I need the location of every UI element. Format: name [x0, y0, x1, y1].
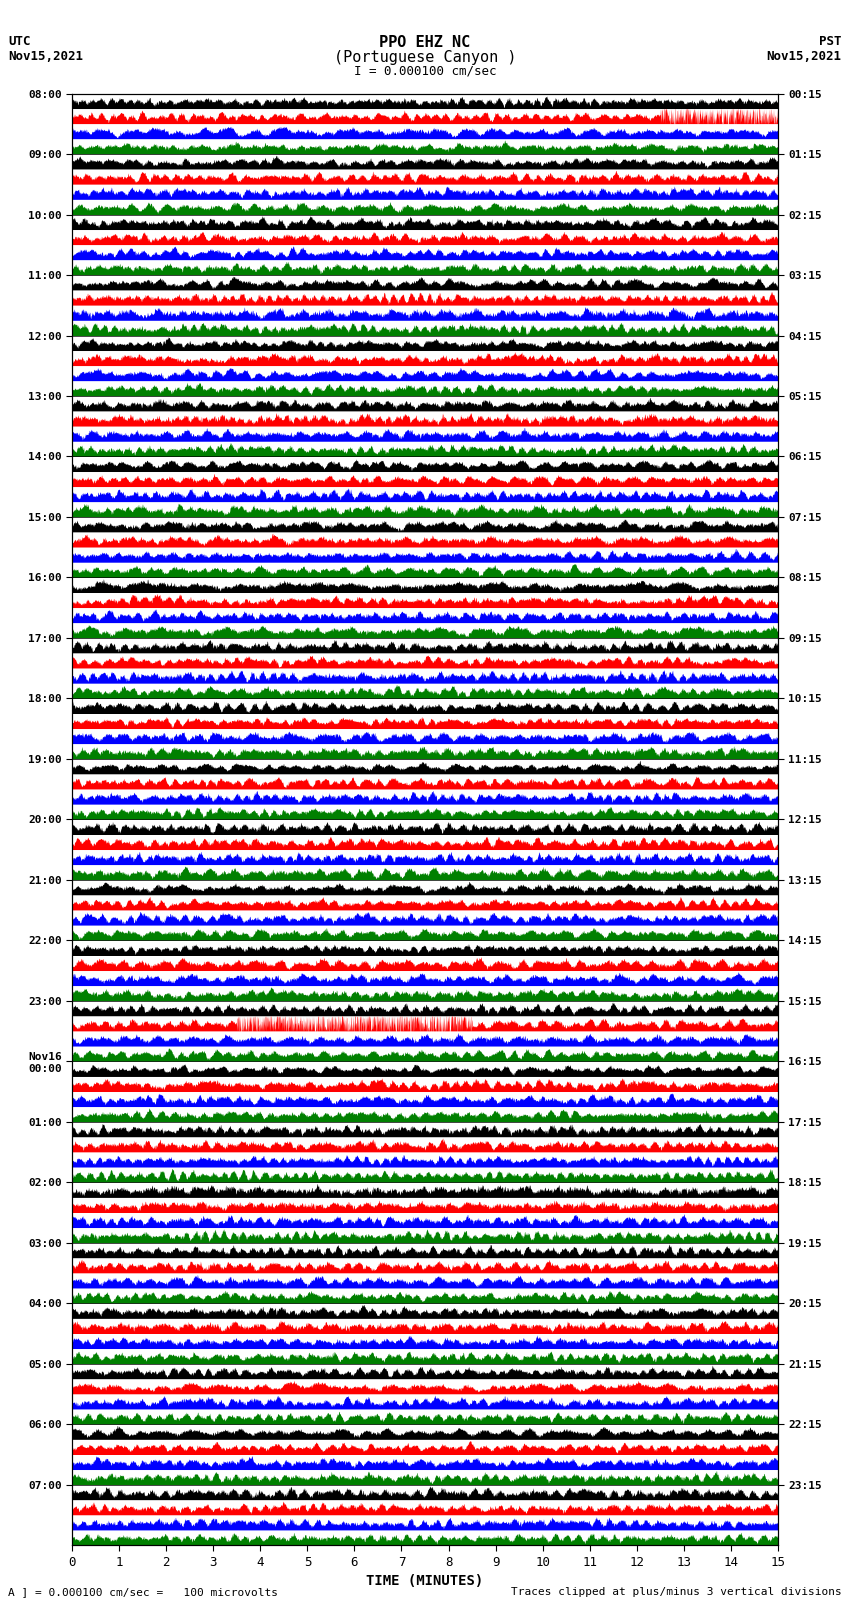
Text: Nov15,2021: Nov15,2021	[8, 50, 83, 63]
Text: Nov15,2021: Nov15,2021	[767, 50, 842, 63]
Text: PST: PST	[819, 35, 842, 48]
Text: I = 0.000100 cm/sec: I = 0.000100 cm/sec	[354, 65, 496, 77]
Text: Traces clipped at plus/minus 3 vertical divisions: Traces clipped at plus/minus 3 vertical …	[511, 1587, 842, 1597]
Text: UTC: UTC	[8, 35, 31, 48]
Text: A ] = 0.000100 cm/sec =   100 microvolts: A ] = 0.000100 cm/sec = 100 microvolts	[8, 1587, 279, 1597]
Text: (Portuguese Canyon ): (Portuguese Canyon )	[334, 50, 516, 65]
Text: PPO EHZ NC: PPO EHZ NC	[379, 35, 471, 50]
X-axis label: TIME (MINUTES): TIME (MINUTES)	[366, 1574, 484, 1589]
